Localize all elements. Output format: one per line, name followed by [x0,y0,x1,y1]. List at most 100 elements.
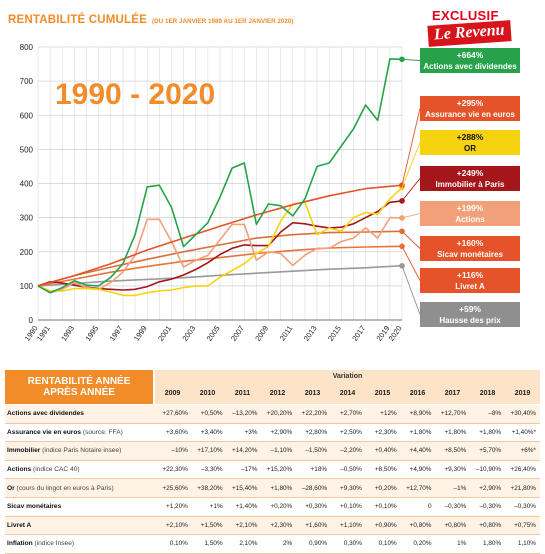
series-leader-line [401,142,421,188]
table-cell: 0,20% [413,540,432,548]
year-header: 2011 [234,390,251,397]
table-cell: +15,40% [232,484,258,492]
x-tick-label: 1999 [132,324,149,343]
table-cell: +3% [244,428,258,436]
table-cell: +4,40% [409,447,432,455]
variation-label: Variation [332,373,363,380]
series-label-box [420,201,520,226]
table-cell: +0,80% [409,521,432,529]
table-cell: +1,50% [200,521,223,529]
series-label-box [420,48,520,73]
table-row: Inflation (indice Insee) 0,10% 1,50% 2,10% 2… [5,535,540,554]
row-label: Immobilier (indice Paris Notaire insee) [7,447,122,455]
table-cell: +0,10% [340,503,362,511]
row-label: Sicav monétaires [7,503,62,511]
table-cell: +0,10% [374,503,397,511]
series-name: Actions [455,215,485,224]
table-cell: +9,30% [444,466,467,474]
row-label-note: (indice Insee) [32,540,75,548]
series-leader-line [401,213,421,219]
x-tick-label: 2011 [278,324,295,342]
series-return-value: +116% [457,270,484,280]
table-row: Or (cours du lingot en euros à Paris) +25… [5,479,540,498]
table-cell: 0,30% [343,540,362,548]
series-name: Actions avec dividendes [423,62,517,71]
table-cell: +21,80% [510,484,536,492]
row-label: Actions avec dividendes [7,410,84,418]
series-label-box [420,268,520,293]
x-tick-label: 1997 [108,324,125,343]
chart-title-bar: RENTABILITÉ CUMULÉE (DU 1ER JANVIER 1989… [8,14,294,32]
chart-area: RENTABILITÉ CUMULÉE (DU 1ER JANVIER 1989… [8,8,520,343]
table-cell: –28,60% [301,484,328,492]
table-cell: +1,80% [409,428,432,436]
table-cell: +6%* [520,447,536,455]
table-cell: 1,80% [483,540,502,548]
x-tick-label: 2003 [180,324,197,343]
table-cell: 2% [283,540,293,548]
series-leader-line [401,265,421,315]
series-return-value: +295% [457,98,484,108]
year-header: 2019 [514,390,531,397]
row-label-note: (source: FFA) [81,428,123,436]
y-tick-label: 0 [29,316,34,325]
annual-returns-table: RENTABILITÉ ANNÉE APRÈS ANNÉE Variation … [5,370,540,554]
series-label-box [420,96,520,121]
x-tick-label: 1991 [35,324,52,343]
series-leader-line [401,178,421,202]
table-cell: +2,30% [270,521,293,529]
table-cell: +0,80% [479,521,502,529]
table-cell: +2,70% [340,410,362,418]
x-tick-label: 2015 [326,324,343,343]
table-cell: +3,60% [165,428,188,436]
series-label-box [420,302,520,327]
y-tick-label: 500 [20,145,34,154]
table-cell: +0,75% [514,521,536,529]
table-row: Livret A +2,10% +1,50% +2,10% +2,30% +1,60% +1… [5,516,540,536]
year-header: 2014 [339,390,356,397]
table-cell: +1,10% [340,521,362,529]
table-row: Immobilier (indice Paris Notaire insee) –… [5,442,540,461]
year-header: 2013 [304,390,321,397]
table-cell: –2,20% [340,447,362,455]
table-cell: +38,20% [197,484,223,492]
series-line [37,230,403,287]
series-name: Hausse des prix [439,316,501,325]
y-tick-label: 300 [20,214,34,223]
table-row: Actions (indice CAC 40) +22,30% –3,30% –17%… [5,461,540,480]
x-tick-label: 2009 [253,324,270,343]
table-cell: 0,10% [378,540,397,548]
table-cell: –8% [488,410,502,418]
table-cell: +1,40%* [511,428,536,436]
year-header-row: 2009 2010 2011 2012 2013 2014 2015 2016 2017 2018… [155,390,540,397]
year-header: 2012 [269,390,286,397]
table-cell: 2,10% [239,540,258,548]
table-cell: +1,40% [235,503,258,511]
table-cell: +1% [209,503,223,511]
y-tick-label: 100 [20,282,34,291]
table-row: Actions avec dividendes +27,60% +0,50% –13,… [5,405,540,424]
table-cell: –1,50% [305,447,328,455]
row-label: Or (cours du lingot en euros à Paris) [7,484,114,492]
series-line [37,58,403,294]
chart-series [37,56,405,297]
row-label-note: (indice CAC 40) [31,466,80,474]
series-label-box [420,130,520,155]
table-cell: +17,10% [197,447,223,455]
y-tick-label: 200 [20,248,34,257]
chart-title: RENTABILITÉ CUMULÉE [8,14,148,26]
table-cell: +3,40% [200,428,223,436]
series-return-value: +199% [457,203,484,213]
series-return-value: +249% [457,168,484,178]
series-leader-line [401,108,421,186]
series-line [37,187,403,297]
chart-grid [37,46,403,321]
y-tick-label: 700 [20,77,34,86]
x-tick-label: 1995 [83,324,100,343]
table-cell: +0,20% [270,503,293,511]
series-label-box [420,236,520,261]
table-cell: +26,40% [510,466,536,474]
table-cell: 1% [457,540,467,548]
table-cell: +0,80% [444,521,467,529]
table-cell: +12,70% [440,410,467,418]
